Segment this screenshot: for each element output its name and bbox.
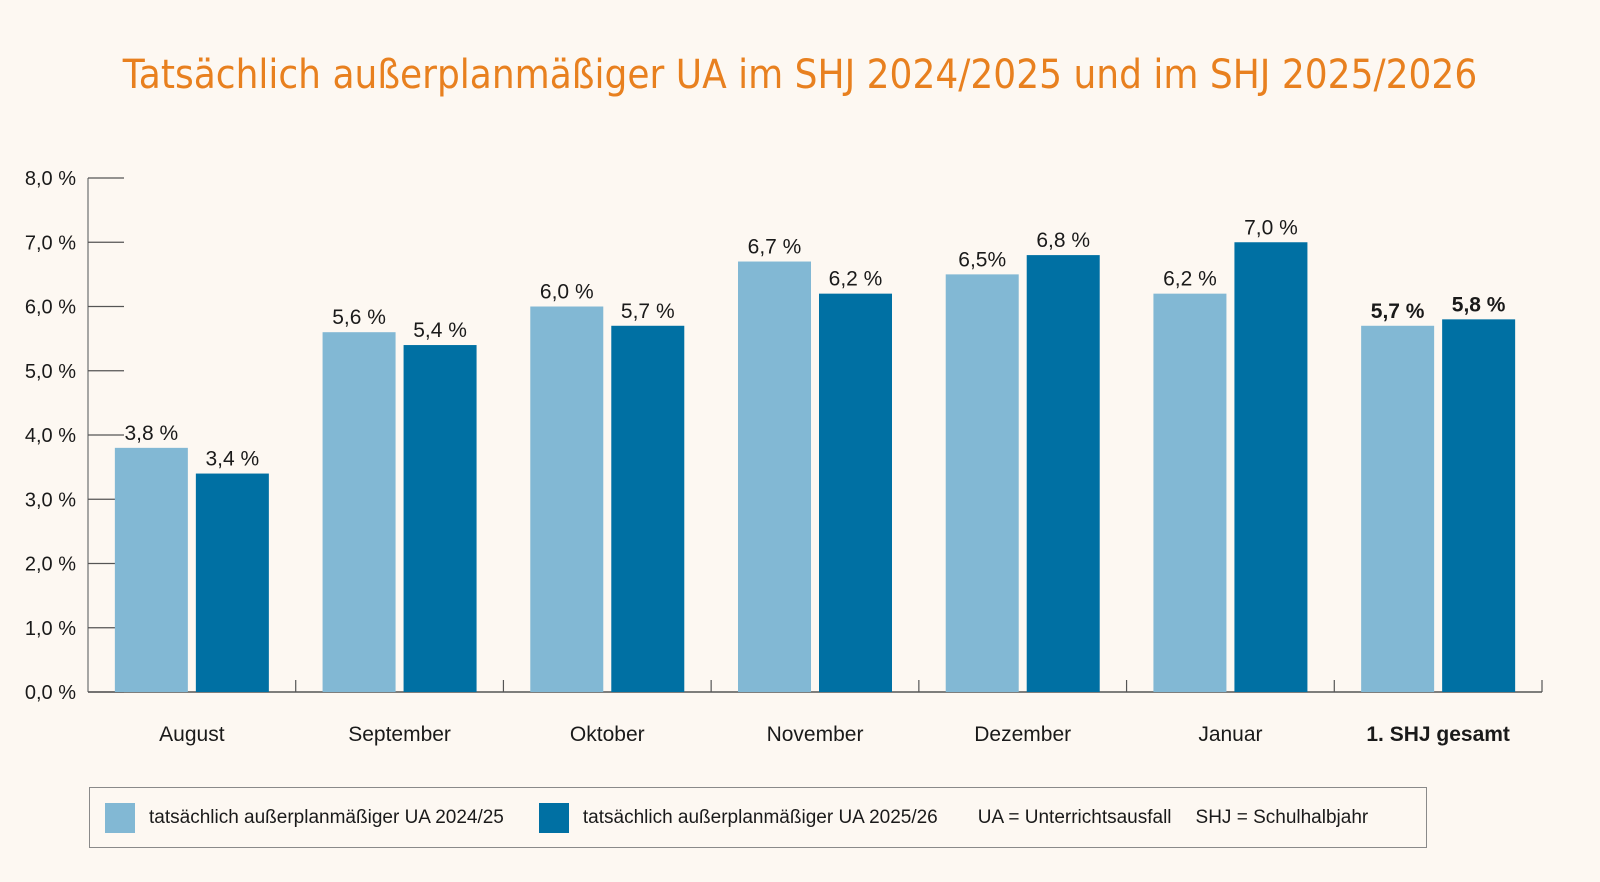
x-tick-label: November	[767, 723, 864, 746]
legend-item-2025-26: tatsächlich außerplanmäßiger UA 2025/26	[538, 802, 938, 833]
x-tick-label: August	[159, 723, 225, 746]
y-tick-label: 7,0 %	[25, 232, 76, 254]
bar	[738, 261, 811, 692]
labels: 3,8 % 3,4 % August 5,6 % 5,4 % September 6,0 %…	[125, 216, 1510, 746]
bar	[403, 345, 477, 692]
x-tick-label: Dezember	[974, 723, 1071, 746]
legend-swatch-2025-26	[538, 802, 569, 833]
x-tick-label: Oktober	[570, 723, 645, 746]
value-label: 5,4 %	[413, 319, 467, 342]
bar	[1361, 325, 1435, 692]
bar	[114, 447, 188, 692]
x-tick-label: September	[348, 723, 451, 746]
y-tick-label: 3,0 %	[25, 489, 76, 511]
legend-item-2024-25: tatsächlich außerplanmäßiger UA 2024/25	[105, 802, 504, 833]
bar	[1442, 319, 1516, 692]
value-label: 7,0 %	[1244, 216, 1298, 239]
legend: tatsächlich außerplanmäßiger UA 2024/25 …	[89, 787, 1427, 848]
value-label: 5,7 %	[621, 300, 675, 323]
y-tick-label: 1,0 %	[25, 618, 76, 640]
value-label: 5,7 %	[1371, 300, 1425, 323]
value-label: 6,7 %	[748, 236, 802, 259]
chart-title: Tatsächlich außerplanmäßiger UA im SHJ 2…	[122, 52, 1478, 98]
legend-note-ua: UA = Unterrichtsausfall	[977, 806, 1172, 828]
value-label: 3,8 %	[125, 422, 179, 445]
bar	[611, 325, 685, 692]
value-label: 6,2 %	[829, 268, 883, 291]
bar	[195, 473, 269, 692]
value-label: 5,8 %	[1452, 293, 1506, 316]
bar	[1026, 255, 1100, 692]
bar	[1234, 242, 1308, 692]
bar	[530, 306, 604, 692]
legend-note-shj: SHJ = Schulhalbjahr	[1195, 806, 1369, 828]
x-tick-label: Januar	[1198, 723, 1262, 746]
y-tick-label: 8,0 %	[25, 168, 76, 190]
y-tick-label: 2,0 %	[25, 554, 76, 576]
value-label: 6,0 %	[540, 281, 594, 304]
y-tick-label: 0,0 %	[25, 682, 76, 704]
bars	[114, 242, 1516, 692]
y-tick-label: 6,0 %	[25, 297, 76, 319]
value-label: 3,4 %	[206, 448, 260, 471]
value-label: 6,2 %	[1163, 268, 1217, 291]
bar	[322, 332, 396, 692]
bar	[1153, 293, 1227, 692]
value-label: 6,8 %	[1036, 229, 1090, 252]
bar	[945, 274, 1019, 692]
bar	[819, 293, 892, 692]
x-tick-label: 1. SHJ gesamt	[1366, 723, 1510, 746]
value-label: 5,6 %	[332, 306, 386, 329]
y-tick-label: 5,0 %	[25, 361, 76, 383]
bar-chart: 0,0 % 1,0 % 2,0 % 3,0 % 4,0 % 5,0 % 6,0 % 7,0 %…	[25, 168, 1543, 746]
legend-label-2025-26: tatsächlich außerplanmäßiger UA 2025/26	[582, 806, 938, 828]
legend-label-2024-25: tatsächlich außerplanmäßiger UA 2024/25	[149, 806, 504, 828]
y-tick-label: 4,0 %	[25, 425, 76, 447]
legend-swatch-2024-25	[105, 802, 135, 833]
value-label: 6,5%	[958, 248, 1006, 271]
